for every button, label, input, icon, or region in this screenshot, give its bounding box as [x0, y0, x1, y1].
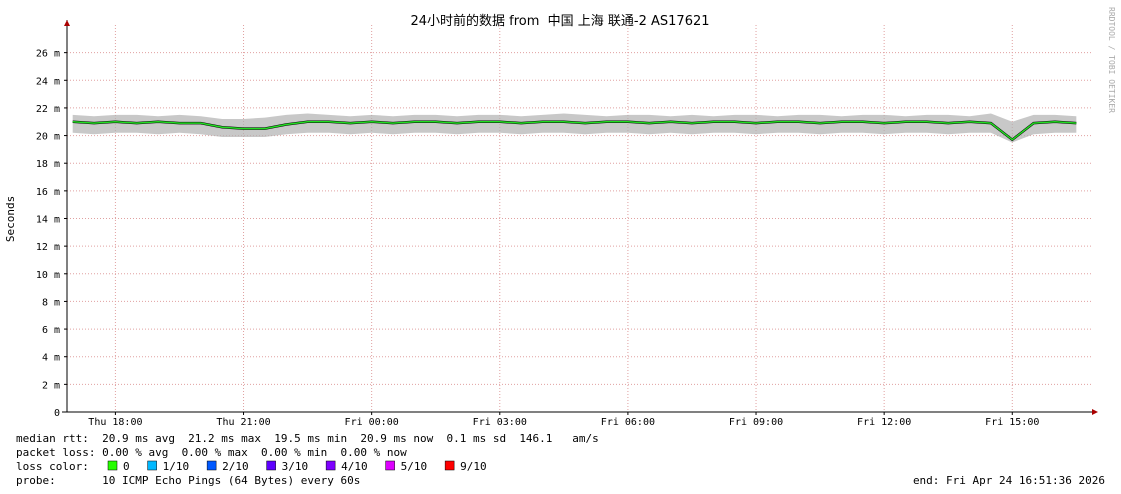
loss-legend: 0 1/10 2/10 3/10 4/10 5/10 9/10: [107, 460, 487, 473]
probe: probe: 10 ICMP Echo Pings (64 Bytes) eve…: [16, 474, 360, 487]
loss-swatch: [206, 460, 217, 471]
loss-swatch: [107, 460, 118, 471]
loss-swatch: [147, 460, 157, 471]
y-axis-label: Seconds: [4, 196, 17, 242]
y-tick-label: 10 m: [36, 270, 60, 281]
x-tick-label: Fri 06:00: [601, 417, 655, 428]
loss-label: 3/10: [282, 460, 309, 473]
y-tick-label: 2 m: [42, 380, 60, 391]
x-tick-label: Thu 21:00: [216, 417, 270, 428]
y-tick-label: 6 m: [42, 325, 60, 336]
x-tick-label: Thu 18:00: [88, 417, 142, 428]
y-tick-label: 12 m: [36, 242, 60, 253]
x-tick-label: Fri 03:00: [473, 417, 527, 428]
watermark: RRDTOOL / TOBI OETIKER: [1107, 7, 1116, 113]
x-tick-label: Fri 00:00: [345, 417, 399, 428]
y-tick-label: 8 m: [42, 297, 60, 308]
loss-label: 0: [123, 460, 130, 473]
median-line: [72, 120, 1077, 141]
y-tick-label: 26 m: [36, 49, 60, 60]
x-tick-label: Fri 12:00: [857, 417, 911, 428]
loss-swatch: [385, 460, 395, 471]
plot: [72, 113, 1077, 143]
y-tick-label: 14 m: [36, 215, 60, 226]
end-time: end: Fri Apr 24 16:51:36 2026: [913, 474, 1105, 487]
arrow: [1092, 409, 1098, 415]
x-tick-label: Fri 09:00: [729, 417, 783, 428]
loss-swatch: [444, 460, 455, 471]
y-tick-label: 4 m: [42, 353, 60, 364]
loss-label: 4/10: [341, 460, 368, 473]
stats-loss: packet loss: 0.00 % avg 0.00 % max 0.00 …: [16, 446, 407, 459]
y-tick-label: 22 m: [36, 104, 60, 115]
x-tick-label: Fri 15:00: [985, 417, 1039, 428]
loss-swatch: [325, 460, 336, 471]
loss-label: 1/10: [163, 460, 190, 473]
arrow: [64, 20, 70, 26]
y-tick-label: 20 m: [36, 132, 60, 143]
y-tick-label: 16 m: [36, 187, 60, 198]
y-tick-label: 18 m: [36, 159, 60, 170]
y-tick-label: 24 m: [36, 76, 60, 87]
loss-swatch: [266, 460, 276, 471]
loss-label: 5/10: [401, 460, 428, 473]
stats-median: median rtt: 20.9 ms avg 21.2 ms max 19.5…: [16, 432, 599, 445]
loss-color-label: loss color:: [16, 460, 89, 473]
chart-title: 24小时前的数据 from 中国 上海 联通-2 AS17621: [410, 13, 709, 29]
loss-label: 9/10: [460, 460, 487, 473]
loss-label: 2/10: [222, 460, 249, 473]
y-tick-label: 0: [54, 408, 60, 419]
